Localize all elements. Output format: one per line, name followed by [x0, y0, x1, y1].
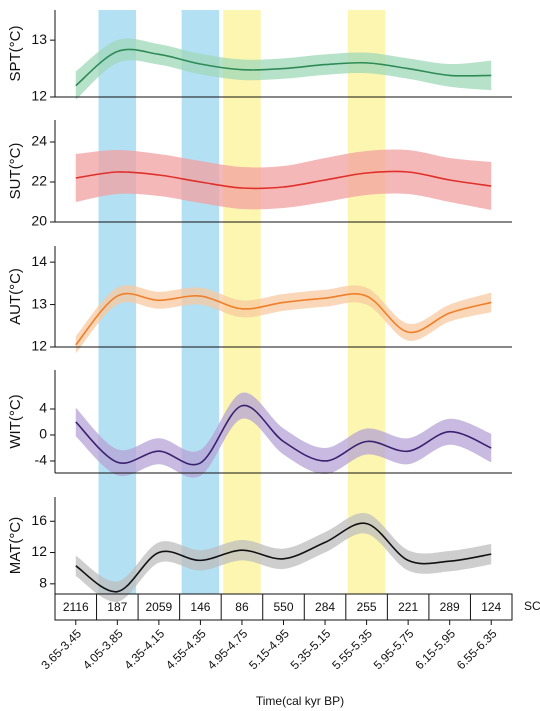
x-tick-label: 4.35-4.15	[121, 626, 167, 672]
y-axis-label: SPT(°C)	[7, 26, 24, 82]
y-tick-label: 16	[31, 512, 47, 528]
mean-line	[75, 404, 492, 466]
y-tick-label: 14	[31, 253, 47, 269]
sc-value: 86	[235, 600, 249, 614]
y-tick-label: 0	[39, 426, 47, 442]
y-axis-label: SUT(°C)	[7, 143, 24, 200]
sc-value: 2059	[146, 600, 173, 614]
y-axis-label: WIT(°C)	[7, 394, 24, 448]
sc-label: SC	[524, 599, 540, 613]
y-tick-label: 12	[31, 543, 47, 559]
y-tick-label: 12	[31, 338, 47, 354]
x-tick-label: 4.55-4.35	[163, 626, 209, 672]
y-tick-label: 13	[31, 295, 47, 311]
sc-value: 284	[315, 600, 335, 614]
uncertainty-band	[75, 392, 492, 478]
y-tick-label: 4	[39, 400, 47, 416]
x-axis-label: Time(cal kyr BP)	[256, 694, 344, 708]
y-tick-label: 22	[31, 173, 47, 189]
y-tick-label: 20	[31, 213, 47, 229]
sc-value: 221	[398, 600, 418, 614]
y-tick-label: 8	[39, 575, 47, 591]
y-axis-label: MAT(°C)	[7, 517, 24, 574]
sc-value: 255	[357, 600, 377, 614]
sc-value: 124	[481, 600, 501, 614]
x-tick-label: 5.35-5.15	[288, 626, 334, 672]
x-tick-label: 4.05-3.85	[80, 626, 126, 672]
y-tick-label: 12	[31, 88, 47, 104]
mean-line	[75, 522, 492, 593]
sc-value: 289	[440, 600, 460, 614]
sc-value: 550	[273, 600, 293, 614]
uncertainty-band	[75, 513, 492, 602]
x-tick-label: 6.15-5.95	[412, 626, 458, 672]
x-tick-label: 5.55-5.35	[329, 626, 375, 672]
x-tick-label: 5.15-4.95	[246, 626, 292, 672]
sc-value: 2116	[63, 600, 89, 614]
mean-line	[75, 170, 492, 190]
sc-value: 187	[107, 600, 127, 614]
y-tick-label: 13	[31, 31, 47, 47]
y-tick-label: -4	[35, 452, 48, 468]
sc-value: 146	[190, 600, 210, 614]
x-tick-label: 5.95-5.75	[371, 626, 417, 672]
y-tick-label: 24	[31, 133, 47, 149]
x-tick-label: 3.65-3.45	[38, 626, 84, 672]
mean-line	[75, 48, 492, 87]
mean-line	[75, 292, 492, 346]
x-tick-label: 6.55-6.35	[454, 626, 500, 672]
y-axis-label: AUT(°C)	[7, 268, 24, 325]
uncertainty-band	[75, 285, 492, 354]
x-tick-label: 4.95-4.75	[205, 626, 251, 672]
uncertainty-band	[75, 149, 492, 210]
